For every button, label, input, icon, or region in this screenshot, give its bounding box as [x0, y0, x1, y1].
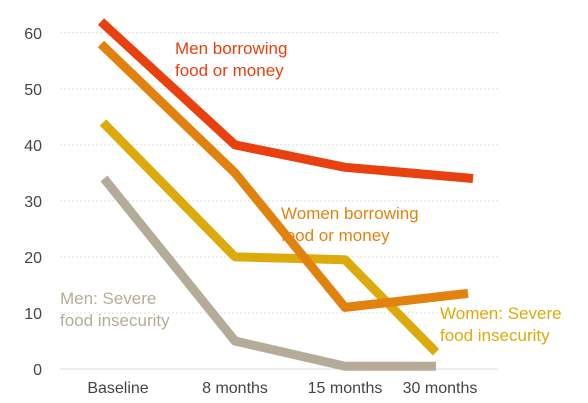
y-tick-label: 20	[24, 250, 42, 267]
series-label-line: Women borrowing	[281, 204, 419, 223]
y-tick-label: 60	[24, 26, 42, 43]
y-tick-label: 10	[24, 306, 42, 323]
x-axis-ticks: Baseline 8 months 15 months 30 months	[87, 380, 477, 397]
y-tick-label: 40	[24, 138, 42, 155]
series-lines	[97, 18, 474, 371]
series-line	[97, 40, 469, 312]
series-label: Women borrowing food or money	[281, 204, 419, 245]
y-tick-label: 0	[33, 362, 42, 379]
series-label-line: Men borrowing	[175, 39, 287, 58]
series-label-line: food or money	[175, 61, 284, 80]
series-label-line: food or money	[281, 226, 390, 245]
y-tick-label: 30	[24, 194, 42, 211]
series-label: Men: Severe food insecurity	[60, 289, 170, 330]
x-tick-label: Baseline	[87, 380, 148, 397]
series-line	[97, 18, 474, 183]
series-label: Women: Severe food insecurity	[440, 304, 562, 345]
y-tick-label: 50	[24, 82, 42, 99]
x-tick-label: 15 months	[308, 380, 383, 397]
x-tick-label: 8 months	[202, 380, 268, 397]
series-label: Men borrowing food or money	[175, 39, 287, 80]
series-label-line: food insecurity	[440, 326, 550, 345]
series-label-line: Men: Severe	[60, 289, 156, 308]
series-line	[100, 175, 436, 371]
series-label-line: Women: Severe	[440, 304, 562, 323]
y-axis-ticks: 0 10 20 30 40 50 60	[24, 26, 42, 379]
series-label-line: food insecurity	[60, 311, 170, 330]
x-tick-label: 30 months	[403, 380, 478, 397]
